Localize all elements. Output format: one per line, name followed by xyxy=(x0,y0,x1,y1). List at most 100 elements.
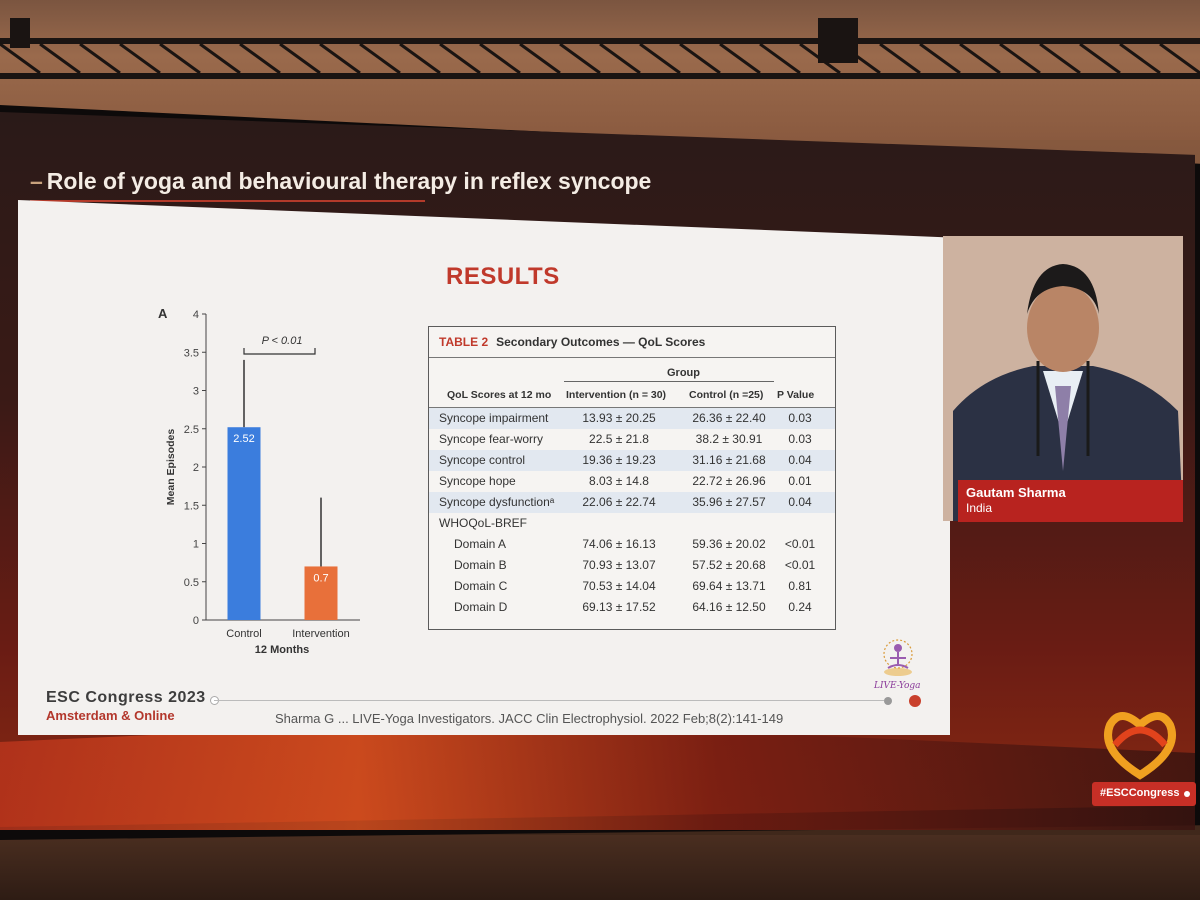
row-label: WHOQoL-BREF xyxy=(439,516,528,530)
cell-intervention: 13.93 ± 20.25 xyxy=(582,411,656,425)
row-label: Domain B xyxy=(454,558,507,572)
hashtag-text: #ESCCongress xyxy=(1100,787,1180,799)
bar-value-label: 0.7 xyxy=(313,572,328,584)
hashtag-badge: #ESCCongress xyxy=(1092,782,1196,806)
table-row: Syncope fear-worry 22.5 ± 21.8 38.2 ± 30.9… xyxy=(429,429,835,450)
speaker-portrait xyxy=(943,236,1183,521)
table-rule-header xyxy=(429,407,835,408)
row-label: Syncope hope xyxy=(439,474,516,488)
y-tick-label: 2 xyxy=(193,462,199,474)
speaker-country: India xyxy=(966,501,993,515)
table-title: Secondary Outcomes — QoL Scores xyxy=(496,335,706,349)
cell-intervention: 70.93 ± 13.07 xyxy=(582,558,656,572)
logo-text: LIVE-Yoga xyxy=(874,681,921,691)
y-tick-label: 3 xyxy=(193,386,199,398)
esc-branding: ESC Congress 2023 Amsterdam & Online xyxy=(46,689,206,723)
cell-intervention: 70.53 ± 14.04 xyxy=(582,579,656,593)
congress-location: Amsterdam & Online xyxy=(46,708,175,723)
table-label: TABLE 2 xyxy=(439,335,489,349)
cell-control: 22.72 ± 26.96 xyxy=(692,474,766,488)
group-underline xyxy=(564,381,774,382)
table-caption: TABLE 2 Secondary Outcomes — QoL Scores xyxy=(439,335,705,349)
row-label: Syncope control xyxy=(439,453,526,467)
x-axis-title: 12 Months xyxy=(255,644,309,656)
row-label: Syncope impairment xyxy=(439,411,549,425)
lighting-truss xyxy=(0,18,1200,79)
slide-title: – Role of yoga and behavioural therapy in… xyxy=(30,168,651,195)
cell-p-value: 0.04 xyxy=(788,495,812,509)
cell-control: 57.52 ± 20.68 xyxy=(692,558,766,572)
y-tick-label: 3.5 xyxy=(184,347,199,359)
cell-control: 35.96 ± 27.57 xyxy=(692,495,766,509)
footer-divider xyxy=(214,700,884,701)
title-underline xyxy=(30,200,425,202)
bar-value-label: 2.52 xyxy=(233,433,254,445)
table-row: WHOQoL-BREF xyxy=(429,513,835,534)
cell-intervention: 22.06 ± 22.74 xyxy=(582,495,656,509)
table-row: Domain B 70.93 ± 13.07 57.52 ± 20.68 <0.01 xyxy=(429,555,835,576)
x-tick-label: Intervention xyxy=(292,628,349,640)
row-label: Syncope dysfunctionᵃ xyxy=(439,495,555,509)
table-row: Domain C 70.53 ± 14.04 69.64 ± 13.71 0.81 xyxy=(429,576,835,597)
congress-name: ESC Congress 2023 xyxy=(46,689,206,706)
slide-title-text: Role of yoga and behavioural therapy in … xyxy=(46,168,652,194)
cell-p-value: <0.01 xyxy=(784,558,816,572)
y-axis-title: Mean Episodes xyxy=(165,429,177,506)
results-heading: RESULTS xyxy=(446,263,560,290)
y-tick-label: 2.5 xyxy=(184,424,199,436)
cell-intervention: 22.5 ± 21.8 xyxy=(589,432,649,446)
cell-p-value: 0.81 xyxy=(788,579,812,593)
y-tick-label: 4 xyxy=(193,309,199,321)
x-tick-label: Control xyxy=(226,628,261,640)
speaker-name-plate: Gautam Sharma India xyxy=(958,480,1183,522)
column-header-control: Control (n =25) xyxy=(689,389,764,401)
cell-p-value: 0.01 xyxy=(788,474,812,488)
bar-control xyxy=(227,427,261,620)
esc-heart-logo-icon xyxy=(1104,712,1176,780)
significance-bracket xyxy=(243,348,316,355)
row-label: Domain A xyxy=(454,537,507,551)
cell-control: 64.16 ± 12.50 xyxy=(692,600,766,614)
cell-intervention: 69.13 ± 17.52 xyxy=(582,600,656,614)
mean-episodes-bar-chart: 0 0.5 1 1.5 2 2.5 3 3.5 4 A Mean Episodes 2.52 Contr… xyxy=(158,306,360,656)
p-value-annotation: P < 0.01 xyxy=(262,335,303,347)
cell-p-value: 0.03 xyxy=(788,411,812,425)
column-header-measure: QoL Scores at 12 mo xyxy=(447,389,552,401)
panel-label: A xyxy=(158,306,168,321)
cell-control: 26.36 ± 22.40 xyxy=(692,411,766,425)
cell-control: 59.36 ± 20.02 xyxy=(692,537,766,551)
row-label: Domain C xyxy=(454,579,508,593)
row-label: Domain D xyxy=(454,600,508,614)
live-yoga-logo xyxy=(883,639,913,676)
cell-intervention: 8.03 ± 14.8 xyxy=(589,474,649,488)
group-header: Group xyxy=(667,367,700,379)
hashtag-dot-icon xyxy=(1184,791,1190,797)
title-bullet-icon: – xyxy=(30,168,43,194)
row-label: Syncope fear-worry xyxy=(439,432,544,446)
table-row: Syncope hope 8.03 ± 14.8 22.72 ± 26.96 0.01 xyxy=(429,471,835,492)
column-header-p-value: P Value xyxy=(777,389,815,401)
citation: Sharma G ... LIVE-Yoga Investigators. JA… xyxy=(275,711,784,726)
table-row: Domain D 69.13 ± 17.52 64.16 ± 12.50 0.24 xyxy=(429,597,835,618)
cell-control: 69.64 ± 13.71 xyxy=(692,579,766,593)
slide-nav-dot-icon xyxy=(884,697,892,705)
cell-intervention: 19.36 ± 19.23 xyxy=(582,453,656,467)
auditorium-floor xyxy=(0,835,1200,900)
qol-scores-table: TABLE 2 Secondary Outcomes — QoL Scores G… xyxy=(428,326,836,630)
slide-nav-active-dot-icon xyxy=(909,695,921,707)
cell-p-value: 0.03 xyxy=(788,432,812,446)
bar-intervention xyxy=(304,566,338,620)
cell-intervention: 74.06 ± 16.13 xyxy=(582,537,656,551)
column-header-intervention: Intervention (n = 30) xyxy=(566,389,667,401)
speaker-video-feed xyxy=(943,236,1183,521)
cell-control: 38.2 ± 30.91 xyxy=(695,432,763,446)
cell-p-value: <0.01 xyxy=(784,537,816,551)
speaker-name: Gautam Sharma xyxy=(966,485,1066,500)
cell-control: 31.16 ± 21.68 xyxy=(692,453,766,467)
cell-p-value: 0.24 xyxy=(788,600,812,614)
table-row: Syncope control 19.36 ± 19.23 31.16 ± 21.6… xyxy=(429,450,835,471)
y-tick-label: 1 xyxy=(193,539,199,551)
y-tick-label: 0 xyxy=(193,615,199,627)
y-tick-label: 1.5 xyxy=(184,500,199,512)
table-rule-top xyxy=(429,357,835,358)
